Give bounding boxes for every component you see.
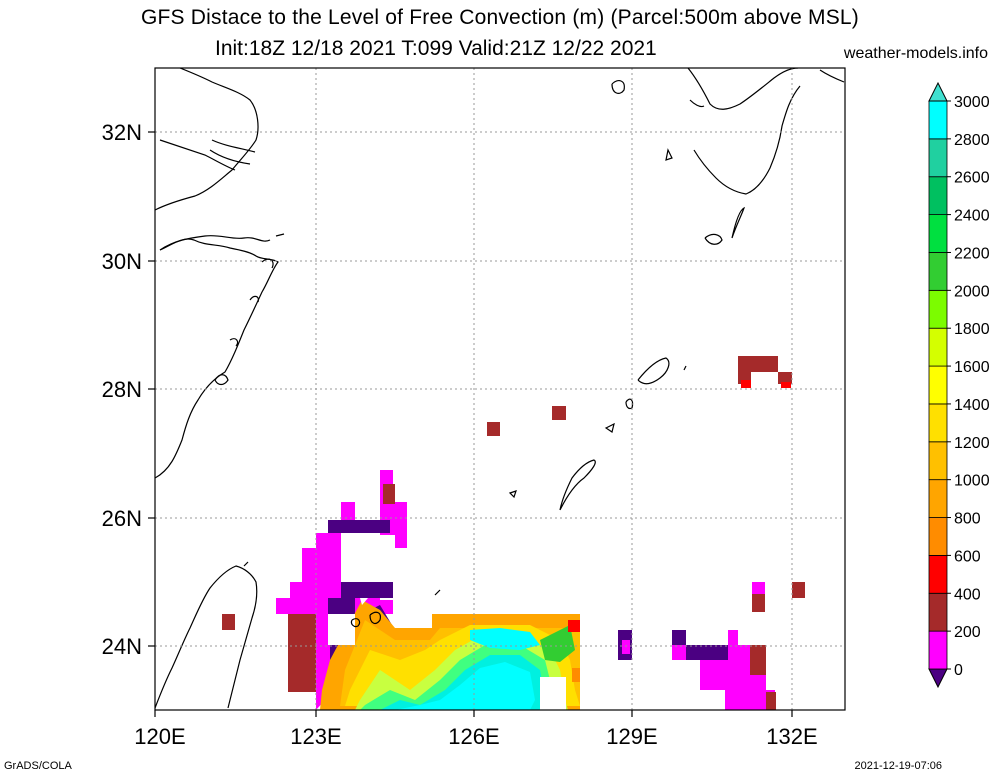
colorbar-segment [928,252,948,291]
colorbar-segment [928,630,948,670]
colorbar-label: 800 [954,511,981,528]
colorbar-label: 1800 [954,321,990,338]
colorbar-label: 2800 [954,132,990,149]
colorbar-segment [928,289,948,329]
y-tick-label: 28N [102,377,142,402]
colorbar-label: 1400 [954,397,990,414]
tick-marks [148,131,793,717]
colorbar-label: 1600 [954,359,990,376]
colorbar-segment [928,365,948,405]
colorbar-max-triangle [928,81,948,102]
footer-left: GrADS/COLA [4,760,72,772]
colorbar-label: 600 [954,548,981,565]
x-tick-label: 123E [290,724,341,749]
grid-lines [155,68,845,710]
colorbar-label: 1200 [954,435,990,452]
x-tick-label: 126E [448,724,499,749]
colorbar-segment [928,479,948,518]
colorbar-label: 2200 [954,245,990,262]
x-tick-label: 129E [606,724,657,749]
colorbar-segment [928,517,948,556]
colorbar-label: 2000 [954,283,990,300]
footer-right: 2021-12-19-07:06 [854,760,942,772]
colorbar-label: 400 [954,586,981,603]
colorbar-min-triangle [928,668,948,689]
colorbar-segment [928,555,948,594]
colorbar-segment [928,403,948,443]
y-tick-label: 24N [102,634,142,659]
colorbar-segment [928,100,948,140]
colorbar-label: 2400 [954,208,990,225]
colorbar-label: 3000 [954,94,990,111]
x-tick-label: 132E [766,724,817,749]
colorbar: 0 200 400 600 800 1000 1200 1400 1600 1800 2000 220… [928,81,990,689]
chart-subtitle: Init:18Z 12/18 2021 T:099 Valid:21Z 12/2… [215,37,657,60]
axis-labels: 120E 123E 126E 129E 132E 24N 26N 28N 30N… [102,120,818,749]
colorbar-label: 1000 [954,473,990,490]
x-tick-label: 120E [134,724,185,749]
shaded-field [222,356,805,710]
y-tick-label: 30N [102,249,142,274]
colorbar-segment [928,592,948,632]
colorbar-segment [928,214,948,253]
coastlines [155,68,845,709]
y-tick-label: 32N [102,120,142,145]
colorbar-label: 200 [954,624,981,641]
colorbar-segment [928,176,948,216]
chart-title: GFS Distace to the Level of Free Convect… [141,6,859,29]
colorbar-label: 2600 [954,170,990,187]
colorbar-segment [928,327,948,367]
colorbar-label: 0 [954,662,963,679]
site-label: weather-models.info [843,45,988,62]
y-tick-label: 26N [102,506,142,531]
colorbar-segment [928,441,948,481]
colorbar-segment [928,138,948,178]
